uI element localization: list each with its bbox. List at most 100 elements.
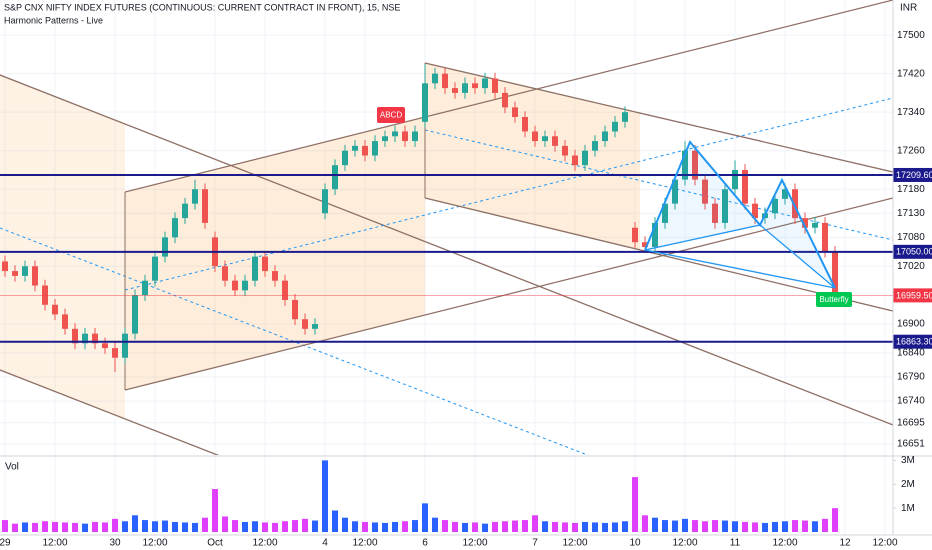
volume-bar (92, 521, 98, 532)
volume-bar (812, 521, 818, 532)
candle-body (192, 189, 198, 204)
volume-bar (352, 521, 358, 532)
candle-body (572, 155, 578, 166)
drawings (0, 0, 893, 455)
pattern-leg (644, 224, 836, 289)
volume-tick-label: 3M (901, 455, 915, 466)
x-tick-label: 12:00 (872, 538, 897, 549)
volume-bar (132, 515, 138, 532)
volume-bar (822, 518, 828, 532)
x-tick-label: 29 (0, 538, 11, 549)
x-tick-label: 10 (629, 538, 641, 549)
volume-bar (2, 520, 8, 532)
pattern-fill (760, 180, 835, 288)
candle-body (32, 266, 38, 286)
volume-bar (162, 520, 168, 532)
volume-bar (282, 521, 288, 532)
volume-bar (752, 522, 758, 532)
channel-line (0, 369, 220, 455)
volume-bar (542, 521, 548, 532)
volume-pane: 1M 2M 3M (2, 455, 915, 532)
channel-fill (125, 117, 425, 390)
volume-bar (332, 510, 338, 532)
candle-body (752, 203, 758, 219)
candle-body (552, 136, 558, 146)
channel-line (424, 197, 893, 312)
candle-body (222, 266, 228, 281)
candle-body (732, 169, 738, 190)
candle-body (392, 131, 398, 137)
level-label-box (893, 244, 932, 259)
candle-body (562, 145, 568, 156)
volume-bar (502, 521, 508, 532)
candle-body (272, 271, 278, 281)
volume-bar (702, 521, 708, 532)
currency-label: INR (900, 3, 917, 14)
volume-bar (392, 521, 398, 532)
level-label: 17050.00 (896, 247, 932, 257)
volume-bar (102, 522, 108, 532)
candle-body (162, 237, 168, 257)
volume-bar (12, 523, 18, 532)
candle-body (592, 141, 598, 151)
candles (2, 64, 838, 373)
candle-body (182, 203, 188, 219)
volume-tick-label: 2M (901, 479, 915, 490)
volume-label: Vol (5, 462, 19, 473)
volume-bar (672, 520, 678, 532)
volume-tick-label: 1M (901, 503, 915, 514)
volume-bar (462, 522, 468, 532)
volume-bar (582, 521, 588, 532)
volume-bar (562, 522, 568, 532)
volume-bar (192, 522, 198, 532)
volume-bar (32, 522, 38, 532)
candle-body (832, 251, 838, 296)
volume-bar (82, 523, 88, 532)
candle-body (312, 324, 318, 329)
volume-bar (122, 521, 128, 532)
volume-bar (312, 520, 318, 532)
candle-body (262, 256, 268, 272)
candle-body (802, 218, 808, 228)
candle-body (602, 131, 608, 142)
candle-body (132, 295, 138, 334)
volume-bar (512, 520, 518, 532)
candle-body (352, 145, 358, 151)
y-tick-label: 17020 (897, 261, 925, 272)
level-label-box (893, 334, 932, 349)
candle-body (512, 107, 518, 117)
candle-body (772, 198, 778, 214)
volume-bar (262, 522, 268, 532)
volume-bar (342, 517, 348, 532)
volume-bar (222, 516, 228, 532)
candle-body (642, 242, 648, 247)
channel-line (124, 0, 893, 193)
candle-body (532, 131, 538, 142)
candle-body (172, 218, 178, 238)
y-tick-label: 16740 (897, 396, 925, 407)
x-tick-label: 12:00 (562, 538, 587, 549)
x-tick-label: 11 (730, 538, 741, 549)
volume-bar (742, 521, 748, 532)
volume-bar (472, 522, 478, 532)
annotation: Butterfly (819, 295, 848, 304)
volume-bar (442, 520, 448, 532)
candle-body (742, 169, 748, 204)
volume-bar (832, 508, 838, 532)
y-tick-label: 17180 (897, 184, 925, 195)
volume-bar (42, 521, 48, 532)
candle-body (612, 121, 618, 132)
candle-body (472, 83, 478, 89)
y-tick-label: 17340 (897, 107, 925, 118)
volume-bar (432, 517, 438, 532)
volume-bar (172, 521, 178, 532)
volume-bar (22, 522, 28, 532)
volume-bar (572, 522, 578, 532)
candle-body (72, 328, 78, 344)
y-tick-label: 17260 (897, 145, 925, 156)
x-tick-label: 12:00 (672, 538, 697, 549)
candle-body (782, 189, 788, 199)
candle-body (302, 319, 308, 329)
candle-body (402, 131, 408, 142)
